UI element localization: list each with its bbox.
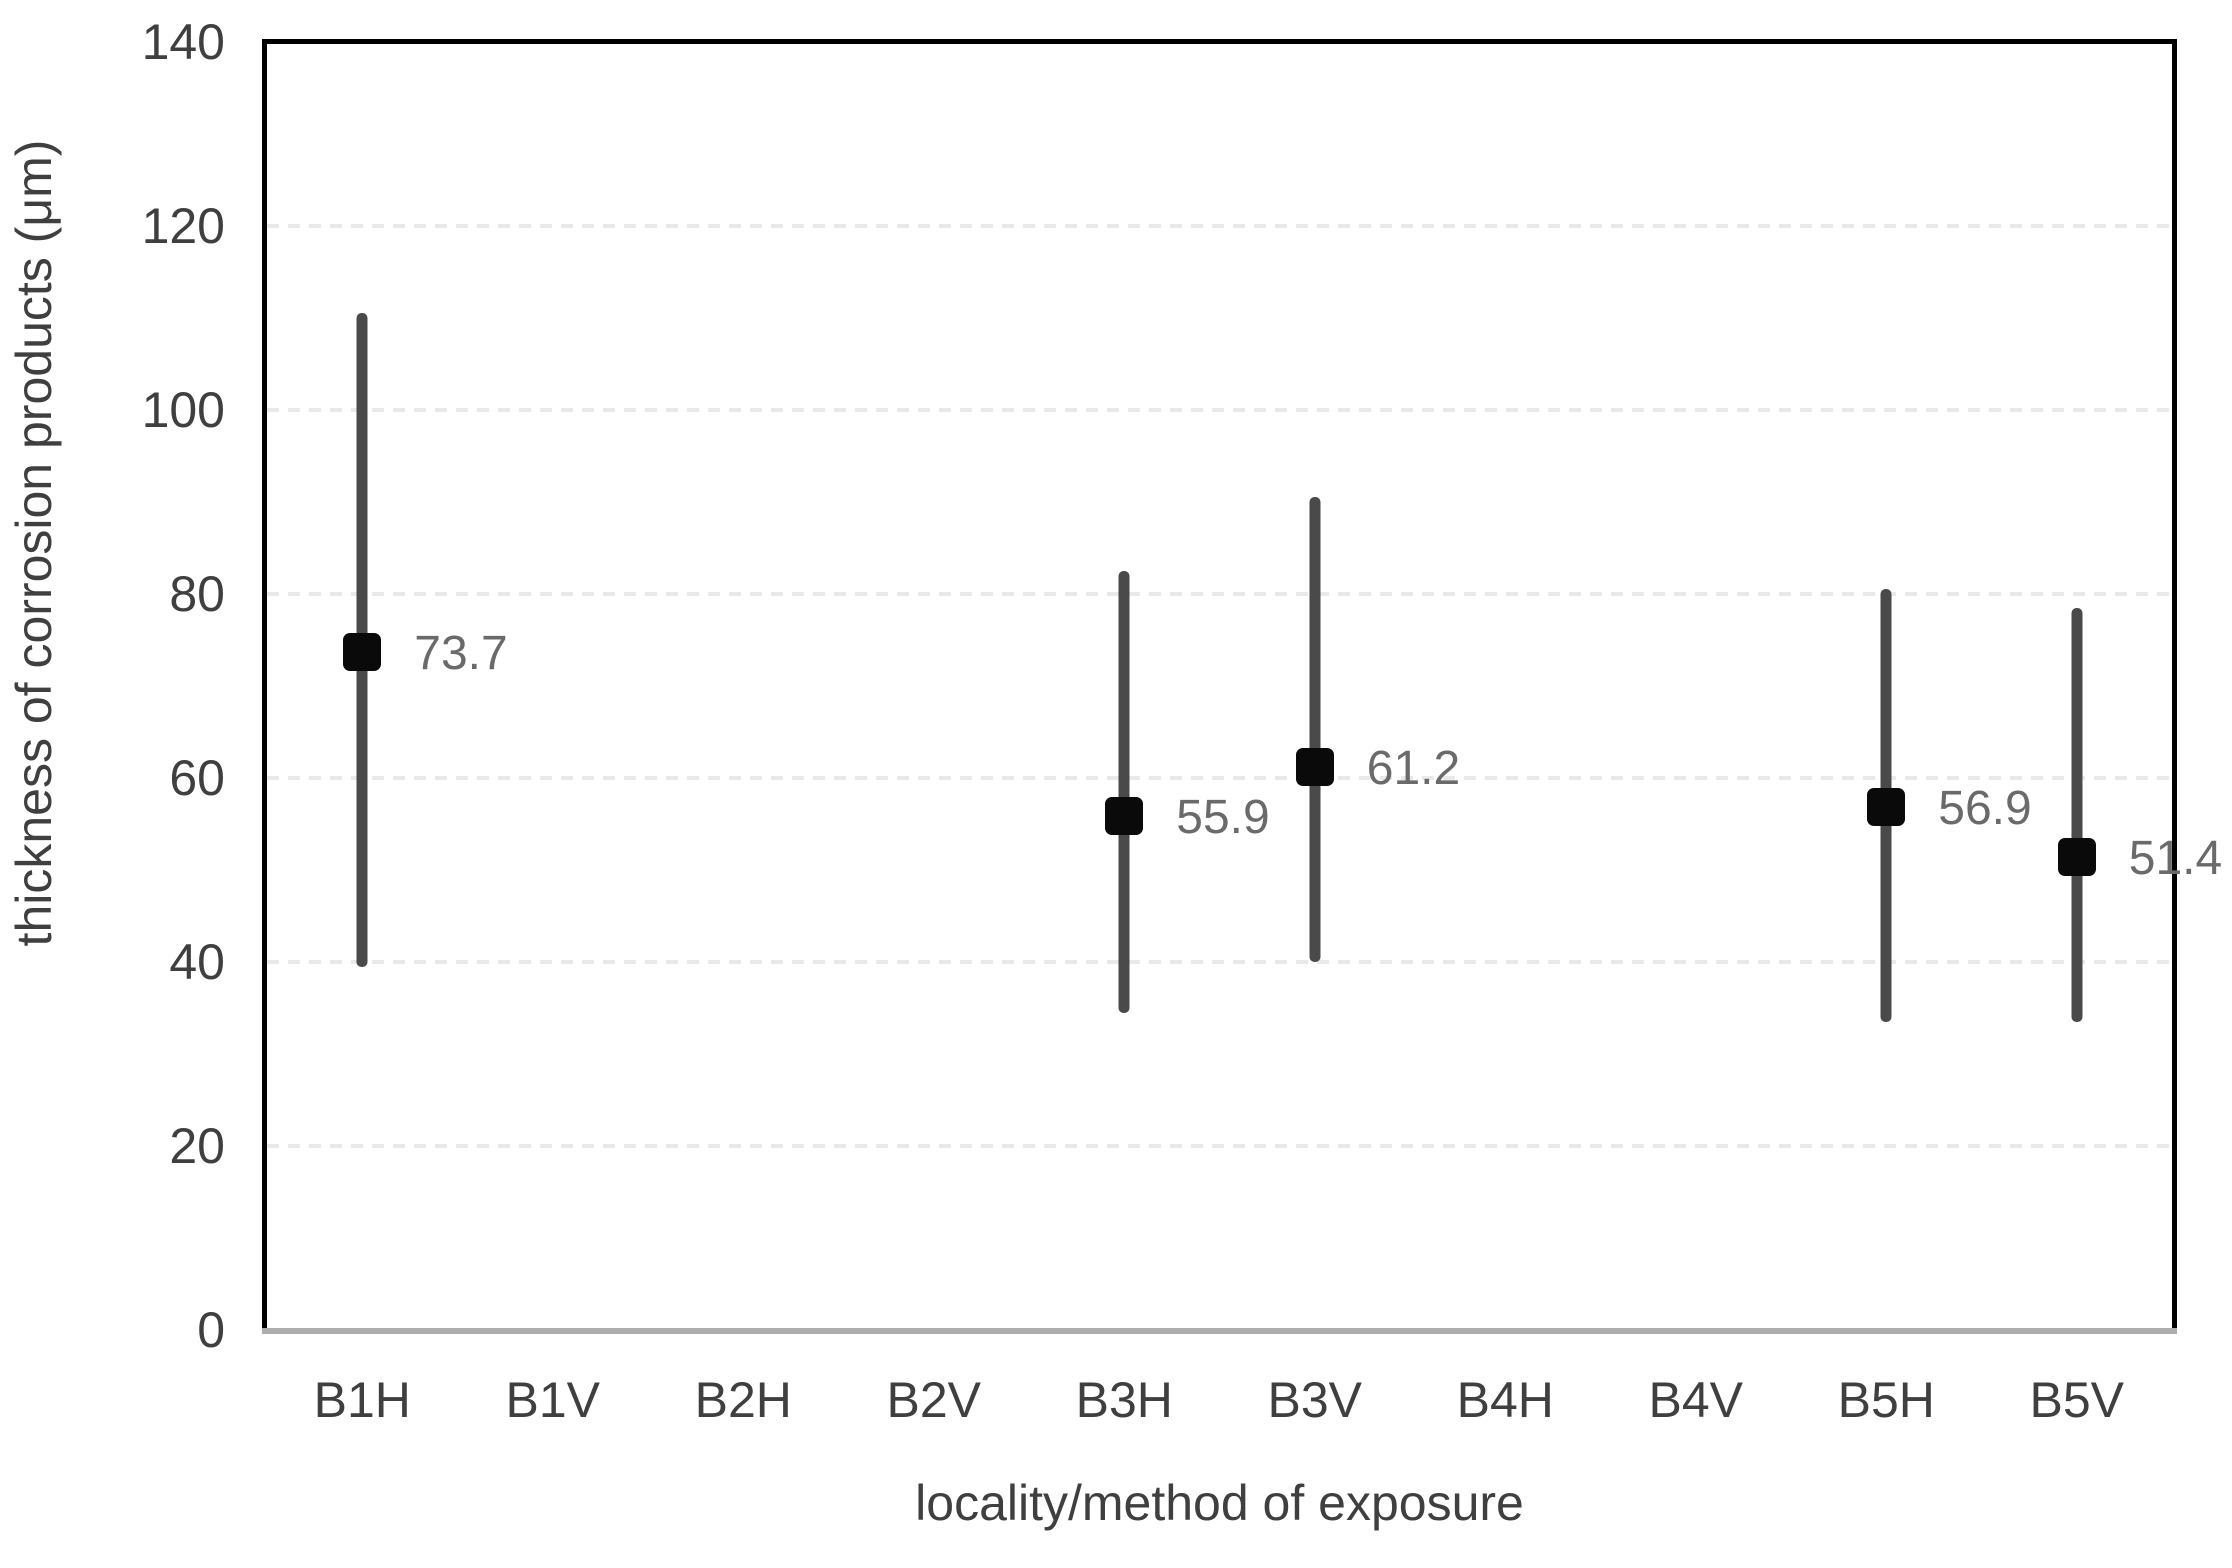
data-label: 56.9: [1938, 781, 2032, 835]
gridline: [267, 960, 2172, 964]
x-axis-title: locality/method of exposure: [915, 1475, 1524, 1531]
data-marker: [1295, 747, 1334, 786]
x-category-label: B4H: [1456, 1372, 1554, 1428]
gridline: [267, 408, 2172, 412]
y-tick-label: 140: [141, 14, 225, 70]
y-tick-label: 40: [169, 934, 225, 990]
error-bar: [2071, 607, 2083, 1022]
gridline: [267, 224, 2172, 228]
plot-area: [262, 39, 2177, 1330]
data-marker: [1867, 787, 1906, 826]
x-axis-line: [262, 1328, 2177, 1334]
x-category-label: B4V: [1648, 1372, 1743, 1428]
x-category-label: B5V: [2029, 1372, 2124, 1428]
gridline: [267, 776, 2172, 780]
y-axis-title: thickness of corrosion products (μm): [6, 139, 62, 947]
x-category-label: B1H: [313, 1372, 411, 1428]
y-tick-label: 60: [169, 750, 225, 806]
data-marker: [343, 632, 382, 671]
x-category-label: B2H: [694, 1372, 792, 1428]
y-tick-label: 80: [169, 566, 225, 622]
error-bar: [1118, 571, 1130, 1013]
data-label: 51.4: [2128, 832, 2223, 886]
y-tick-label: 20: [169, 1118, 225, 1174]
y-tick-label: 100: [141, 382, 225, 438]
data-label: 55.9: [1176, 790, 1270, 844]
gridline: [267, 592, 2172, 596]
data-marker: [1105, 796, 1144, 835]
data-label: 61.2: [1366, 741, 1461, 795]
x-category-label: B3H: [1075, 1372, 1173, 1428]
gridline: [267, 1144, 2172, 1148]
data-marker: [2057, 838, 2096, 877]
y-tick-label: 120: [141, 198, 225, 254]
x-category-label: B1V: [505, 1372, 600, 1428]
error-bar: [1309, 497, 1321, 962]
y-tick-label: 0: [197, 1302, 225, 1358]
x-category-label: B5H: [1837, 1372, 1935, 1428]
x-category-label: B3V: [1267, 1372, 1362, 1428]
data-label: 73.7: [414, 626, 508, 680]
x-category-label: B2V: [886, 1372, 981, 1428]
